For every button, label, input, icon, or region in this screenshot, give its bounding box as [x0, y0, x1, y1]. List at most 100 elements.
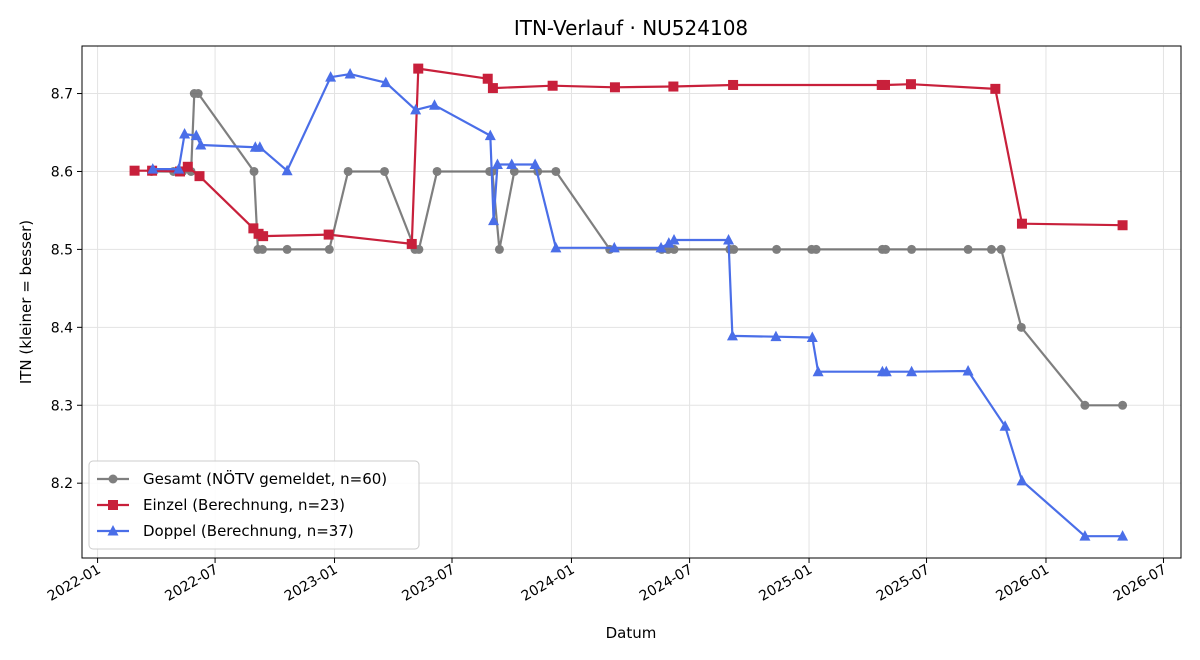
- data-point-doppel: [325, 71, 337, 82]
- legend-marker-gesamt: [108, 474, 118, 484]
- data-point-einzel: [1016, 218, 1027, 229]
- data-point-gesamt: [343, 166, 353, 176]
- data-point-gesamt: [963, 244, 973, 254]
- x-tick-label: 2026-07: [1111, 562, 1170, 605]
- x-tick-label: 2023-01: [282, 562, 341, 605]
- series-einzel: [129, 63, 1128, 249]
- data-point-einzel: [879, 79, 890, 90]
- data-point-einzel: [194, 171, 205, 182]
- data-point-gesamt: [257, 244, 267, 254]
- data-point-doppel: [173, 163, 185, 174]
- data-point-doppel: [1117, 530, 1129, 541]
- legend-label-gesamt: Gesamt (NÖTV gemeldet, n=60): [143, 469, 387, 488]
- data-point-einzel: [1117, 220, 1128, 231]
- series-line-einzel: [134, 67, 1123, 245]
- data-point-doppel: [812, 365, 824, 377]
- data-point-doppel: [410, 103, 422, 115]
- y-axis: 8.2 8.3 8.4 8.5 8.6 8.7: [51, 87, 82, 492]
- legend-marker-einzel: [108, 500, 118, 510]
- data-point-doppel: [806, 331, 818, 342]
- data-point-gesamt: [494, 244, 504, 254]
- data-point-doppel: [380, 76, 392, 88]
- data-point-doppel: [668, 234, 680, 245]
- data-point-doppel: [770, 330, 782, 342]
- data-point-einzel: [668, 81, 679, 92]
- data-point-doppel: [506, 158, 518, 169]
- data-point-gesamt: [986, 244, 996, 254]
- data-point-einzel: [547, 80, 558, 91]
- series-doppel: [147, 68, 1129, 541]
- data-point-einzel: [182, 161, 193, 172]
- y-tick-label: 8.6: [51, 164, 73, 180]
- data-point-einzel: [323, 229, 334, 240]
- data-point-gesamt: [380, 166, 390, 176]
- data-point-einzel: [248, 223, 259, 234]
- data-point-einzel: [728, 79, 739, 90]
- data-point-doppel: [999, 420, 1011, 431]
- data-point-einzel: [990, 83, 1001, 94]
- x-axis: 2022-01 2022-07 2023-01 2023-07 2024-01 2024-…: [45, 558, 1170, 605]
- data-point-einzel: [482, 73, 493, 84]
- data-point-einzel: [406, 238, 417, 249]
- data-point-doppel: [147, 163, 159, 174]
- data-point-gesamt: [1080, 400, 1090, 410]
- data-point-doppel: [880, 365, 892, 377]
- data-point-doppel: [190, 129, 202, 141]
- y-tick-label: 8.5: [51, 242, 73, 258]
- data-point-doppel: [723, 234, 735, 245]
- data-point-doppel: [195, 138, 207, 150]
- data-point-gesamt: [432, 166, 442, 176]
- data-point-doppel: [1079, 530, 1091, 541]
- y-tick-label: 8.4: [51, 320, 73, 336]
- data-point-doppel: [608, 241, 620, 253]
- y-tick-label: 8.3: [51, 398, 73, 414]
- data-point-gesamt: [249, 166, 259, 176]
- data-point-einzel: [487, 83, 498, 94]
- data-point-gesamt: [729, 244, 739, 254]
- series-gesamt: [146, 89, 1128, 410]
- data-point-doppel: [488, 214, 500, 226]
- data-point-einzel: [905, 79, 916, 90]
- data-point-doppel: [663, 237, 675, 248]
- data-point-doppel: [281, 164, 293, 176]
- x-tick-label: 2024-07: [637, 562, 696, 605]
- data-point-gesamt: [1118, 400, 1128, 410]
- x-tick-label: 2023-07: [399, 562, 458, 605]
- data-point-einzel: [129, 165, 140, 176]
- chart-title: ITN-Verlauf · NU524108: [514, 16, 748, 40]
- x-tick-label: 2025-01: [756, 562, 815, 605]
- data-point-doppel: [254, 141, 266, 152]
- data-point-gesamt: [907, 244, 917, 254]
- data-point-einzel: [258, 231, 269, 242]
- legend-marker-doppel: [107, 525, 119, 536]
- series-line-gesamt: [151, 92, 1123, 407]
- legend-box: [88, 460, 420, 550]
- x-tick-label: 2022-07: [162, 562, 221, 605]
- data-point-gesamt: [193, 89, 203, 99]
- plot-frame: [81, 45, 1182, 559]
- legend-entry-gesamt: [97, 474, 129, 484]
- x-tick-label: 2024-01: [519, 562, 578, 605]
- legend-entry-doppel: [97, 525, 129, 536]
- x-axis-title: Datum: [606, 624, 657, 642]
- legend-label-einzel: Einzel (Berechnung, n=23): [143, 496, 345, 514]
- data-point-doppel: [484, 129, 496, 141]
- legend-label-doppel: Doppel (Berechnung, n=37): [143, 522, 354, 540]
- y-axis-title: ITN (kleiner = besser): [17, 220, 35, 384]
- data-point-gesamt: [282, 244, 292, 254]
- data-point-gesamt: [509, 166, 519, 176]
- data-point-doppel: [491, 158, 503, 169]
- data-point-einzel: [609, 82, 620, 93]
- data-point-gesamt: [881, 244, 891, 254]
- x-tick-label: 2026-01: [993, 562, 1052, 605]
- data-point-doppel: [726, 329, 738, 341]
- data-point-doppel: [428, 99, 440, 110]
- data-point-einzel: [413, 63, 424, 74]
- legend: Gesamt (NÖTV gemeldet, n=60) Einzel (Bere…: [88, 460, 420, 550]
- data-point-doppel: [550, 241, 562, 253]
- x-tick-label: 2025-07: [874, 562, 933, 605]
- data-point-doppel: [529, 158, 541, 169]
- data-point-gesamt: [551, 166, 561, 176]
- data-point-doppel: [655, 241, 667, 253]
